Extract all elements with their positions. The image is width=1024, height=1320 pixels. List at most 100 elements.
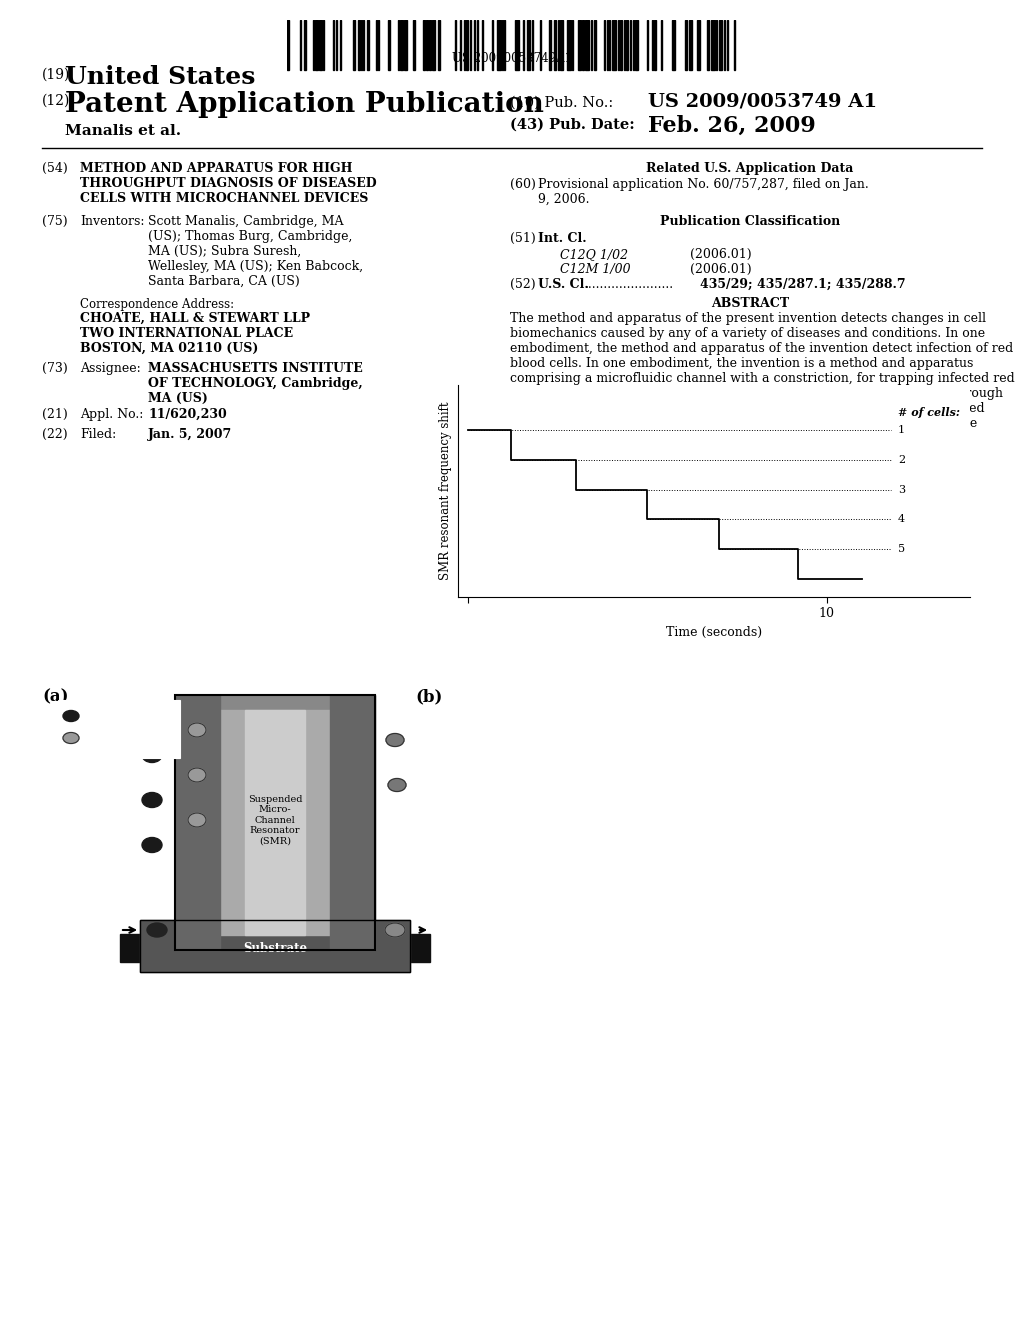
Bar bbox=[532, 20, 534, 70]
Text: 11/620,230: 11/620,230 bbox=[148, 408, 226, 421]
Bar bbox=[330, 696, 375, 950]
Bar bbox=[175, 696, 375, 950]
Bar bbox=[727, 20, 728, 70]
Bar bbox=[621, 20, 623, 70]
Text: Infected RBC: Infected RBC bbox=[82, 733, 153, 741]
Bar bbox=[220, 710, 330, 935]
Bar bbox=[651, 20, 653, 70]
Bar bbox=[604, 20, 605, 70]
Ellipse shape bbox=[63, 710, 79, 722]
Text: (b): (b) bbox=[415, 688, 442, 705]
Bar bbox=[617, 20, 618, 70]
Bar bbox=[654, 20, 656, 70]
Bar bbox=[400, 20, 402, 70]
Bar bbox=[594, 20, 596, 70]
Bar bbox=[586, 20, 589, 70]
Text: # of cells:: # of cells: bbox=[898, 407, 961, 417]
Bar bbox=[175, 696, 220, 950]
Bar bbox=[716, 20, 717, 70]
Bar bbox=[498, 20, 501, 70]
Text: CHOATE, HALL & STEWART LLP
TWO INTERNATIONAL PLACE
BOSTON, MA 02110 (US): CHOATE, HALL & STEWART LLP TWO INTERNATI… bbox=[80, 312, 310, 355]
Bar bbox=[287, 20, 289, 70]
Bar bbox=[558, 20, 559, 70]
Text: Suspended
Micro-
Channel
Resonator
(SMR): Suspended Micro- Channel Resonator (SMR) bbox=[248, 795, 302, 846]
Text: US 20090053749A1: US 20090053749A1 bbox=[452, 51, 572, 65]
Text: ABSTRACT: ABSTRACT bbox=[711, 297, 790, 310]
Bar bbox=[312, 20, 313, 70]
Bar bbox=[707, 20, 709, 70]
Text: 5: 5 bbox=[898, 544, 905, 554]
Bar bbox=[624, 20, 625, 70]
Text: Feb. 26, 2009: Feb. 26, 2009 bbox=[648, 115, 816, 137]
Ellipse shape bbox=[142, 747, 162, 763]
Bar bbox=[719, 20, 722, 70]
Bar bbox=[579, 20, 581, 70]
Ellipse shape bbox=[385, 923, 406, 937]
Bar bbox=[554, 20, 556, 70]
Text: C12M 1/00: C12M 1/00 bbox=[560, 263, 631, 276]
Text: (10) Pub. No.:: (10) Pub. No.: bbox=[510, 96, 613, 110]
Bar bbox=[315, 20, 318, 70]
Bar bbox=[357, 20, 360, 70]
Bar bbox=[426, 20, 428, 70]
Text: US 2009/0053749 A1: US 2009/0053749 A1 bbox=[648, 92, 878, 111]
Bar bbox=[630, 20, 632, 70]
Bar bbox=[413, 20, 415, 70]
Bar bbox=[560, 20, 563, 70]
Bar bbox=[388, 20, 390, 70]
Bar bbox=[504, 20, 505, 70]
Bar bbox=[492, 20, 493, 70]
Bar bbox=[502, 20, 503, 70]
Text: Substrate: Substrate bbox=[243, 941, 307, 954]
Text: (54): (54) bbox=[42, 162, 68, 176]
Bar bbox=[353, 20, 355, 70]
Ellipse shape bbox=[188, 768, 206, 781]
Bar bbox=[474, 20, 475, 70]
Bar bbox=[378, 20, 379, 70]
Bar bbox=[591, 20, 592, 70]
Bar bbox=[398, 20, 399, 70]
Bar bbox=[647, 20, 648, 70]
Text: (73): (73) bbox=[42, 362, 68, 375]
Bar bbox=[464, 20, 465, 70]
Text: C12Q 1/02: C12Q 1/02 bbox=[560, 248, 628, 261]
Ellipse shape bbox=[188, 723, 206, 737]
Text: (2006.01): (2006.01) bbox=[690, 263, 752, 276]
Text: (21): (21) bbox=[42, 408, 68, 421]
Text: (19): (19) bbox=[42, 69, 71, 82]
Text: (a): (a) bbox=[42, 688, 69, 705]
Bar bbox=[423, 20, 425, 70]
Bar bbox=[367, 20, 369, 70]
Ellipse shape bbox=[142, 837, 162, 853]
Bar bbox=[660, 20, 662, 70]
Ellipse shape bbox=[147, 923, 167, 937]
Text: .......................: ....................... bbox=[585, 279, 674, 290]
Text: (43) Pub. Date:: (43) Pub. Date: bbox=[510, 117, 635, 132]
Bar bbox=[582, 20, 584, 70]
Bar bbox=[437, 20, 440, 70]
Text: (12): (12) bbox=[42, 94, 71, 108]
Bar bbox=[612, 20, 615, 70]
Bar bbox=[734, 20, 735, 70]
Bar bbox=[455, 20, 456, 70]
Text: Manalis et al.: Manalis et al. bbox=[65, 124, 181, 139]
Bar bbox=[549, 20, 551, 70]
Bar bbox=[364, 20, 365, 70]
Text: Related U.S. Application Data: Related U.S. Application Data bbox=[646, 162, 854, 176]
Text: 2: 2 bbox=[898, 455, 905, 465]
Bar bbox=[140, 920, 410, 972]
Ellipse shape bbox=[188, 813, 206, 828]
Text: Int. Cl.: Int. Cl. bbox=[538, 232, 587, 246]
Text: METHOD AND APPARATUS FOR HIGH
THROUGHPUT DIAGNOSIS OF DISEASED
CELLS WITH MICROC: METHOD AND APPARATUS FOR HIGH THROUGHPUT… bbox=[80, 162, 377, 205]
Text: United States: United States bbox=[65, 65, 255, 88]
Text: MASSACHUSETTS INSTITUTE
OF TECHNOLOGY, Cambridge,
MA (US): MASSACHUSETTS INSTITUTE OF TECHNOLOGY, C… bbox=[148, 362, 362, 405]
Text: Publication Classification: Publication Classification bbox=[659, 215, 840, 228]
Text: (51): (51) bbox=[510, 232, 536, 246]
Bar bbox=[470, 20, 471, 70]
Text: 3: 3 bbox=[898, 484, 905, 495]
Bar bbox=[175, 696, 375, 950]
Bar bbox=[477, 20, 478, 70]
Bar bbox=[685, 20, 686, 70]
Bar bbox=[541, 20, 542, 70]
Bar bbox=[696, 20, 700, 70]
